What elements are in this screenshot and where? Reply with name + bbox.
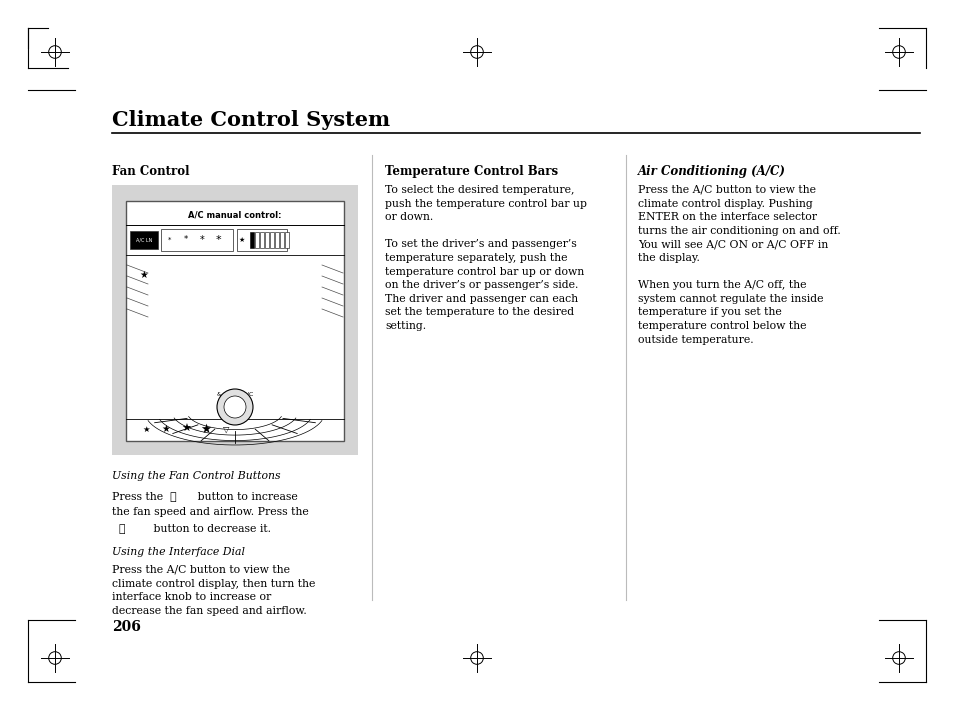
FancyBboxPatch shape <box>265 232 269 248</box>
FancyBboxPatch shape <box>260 232 264 248</box>
Circle shape <box>224 396 246 418</box>
Text: Fan Control: Fan Control <box>112 165 190 178</box>
Text: A/C LN: A/C LN <box>135 238 152 243</box>
FancyBboxPatch shape <box>236 229 287 251</box>
Text: To select the desired temperature,
push the temperature control bar up
or down.
: To select the desired temperature, push … <box>385 185 586 331</box>
FancyBboxPatch shape <box>270 232 274 248</box>
Text: Using the Fan Control Buttons: Using the Fan Control Buttons <box>112 471 280 481</box>
Text: 206: 206 <box>112 620 141 634</box>
Text: & PUSH A/C: & PUSH A/C <box>216 391 253 396</box>
Text: *: * <box>215 235 220 245</box>
Text: ▽: ▽ <box>222 425 229 434</box>
Text: ★: ★ <box>238 237 245 243</box>
FancyBboxPatch shape <box>126 201 344 441</box>
Text: Climate Control System: Climate Control System <box>112 110 390 130</box>
Text: ★: ★ <box>161 424 171 434</box>
Text: ✶        button to decrease it.: ✶ button to decrease it. <box>112 523 271 533</box>
Text: Using the Interface Dial: Using the Interface Dial <box>112 547 245 557</box>
FancyBboxPatch shape <box>285 232 289 248</box>
FancyBboxPatch shape <box>250 232 253 248</box>
Text: the fan speed and airflow. Press the: the fan speed and airflow. Press the <box>112 507 309 517</box>
Text: ★: ★ <box>181 424 191 434</box>
FancyBboxPatch shape <box>161 229 233 251</box>
Text: ★: ★ <box>142 425 150 434</box>
Text: *: * <box>199 235 204 245</box>
Text: Press the  ✶      button to increase: Press the ✶ button to increase <box>112 491 297 501</box>
Text: Press the A/C button to view the
climate control display, then turn the
interfac: Press the A/C button to view the climate… <box>112 565 315 616</box>
Circle shape <box>216 389 253 425</box>
Text: Air Conditioning (A/C): Air Conditioning (A/C) <box>638 165 785 178</box>
Text: *: * <box>184 236 188 244</box>
FancyBboxPatch shape <box>280 232 284 248</box>
Text: A/C manual control:: A/C manual control: <box>188 210 281 219</box>
Text: ★: ★ <box>200 422 212 435</box>
FancyBboxPatch shape <box>254 232 258 248</box>
Text: Press the A/C button to view the
climate control display. Pushing
ENTER on the i: Press the A/C button to view the climate… <box>638 185 840 344</box>
FancyBboxPatch shape <box>130 231 158 249</box>
FancyBboxPatch shape <box>112 185 357 455</box>
Text: Temperature Control Bars: Temperature Control Bars <box>385 165 558 178</box>
Text: *: * <box>168 237 172 243</box>
FancyBboxPatch shape <box>274 232 278 248</box>
Text: ★: ★ <box>139 270 149 280</box>
